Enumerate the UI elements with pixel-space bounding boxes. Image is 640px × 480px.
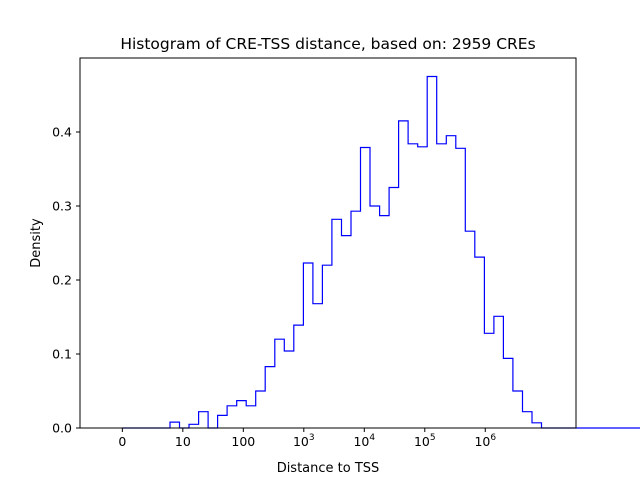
x-tick-label: 105	[414, 433, 436, 449]
x-tick-label: 106	[474, 433, 496, 449]
y-tick-label: 0.1	[52, 347, 72, 362]
y-tick-label: 0.3	[52, 199, 72, 214]
axes-frame	[79, 57, 577, 429]
y-axis: 0.0 0.1 0.2 0.3 0.4	[52, 125, 80, 436]
x-tick-exponent: 4	[369, 433, 375, 443]
histogram-step-line	[122, 75, 640, 429]
y-tick-label: 0.2	[52, 273, 72, 288]
y-axis-label: Density	[29, 218, 44, 268]
x-tick-label: 0	[118, 434, 126, 449]
x-tick-label: 10	[175, 434, 191, 449]
x-axis-label: Distance to TSS	[277, 461, 380, 476]
x-axis: 0 10 100 103 104 105 106	[118, 428, 496, 449]
x-tick-label: 104	[353, 433, 375, 449]
x-tick-exponent: 5	[430, 433, 436, 443]
chart-title: Histogram of CRE-TSS distance, based on:…	[120, 35, 535, 53]
y-tick-label: 0.0	[52, 421, 72, 436]
x-tick-exponent: 3	[309, 433, 315, 443]
x-tick-exponent: 6	[490, 433, 496, 443]
x-tick-label: 103	[293, 433, 315, 449]
plot-area	[79, 57, 640, 429]
x-tick-label: 100	[231, 434, 255, 449]
y-tick-label: 0.4	[52, 125, 72, 140]
